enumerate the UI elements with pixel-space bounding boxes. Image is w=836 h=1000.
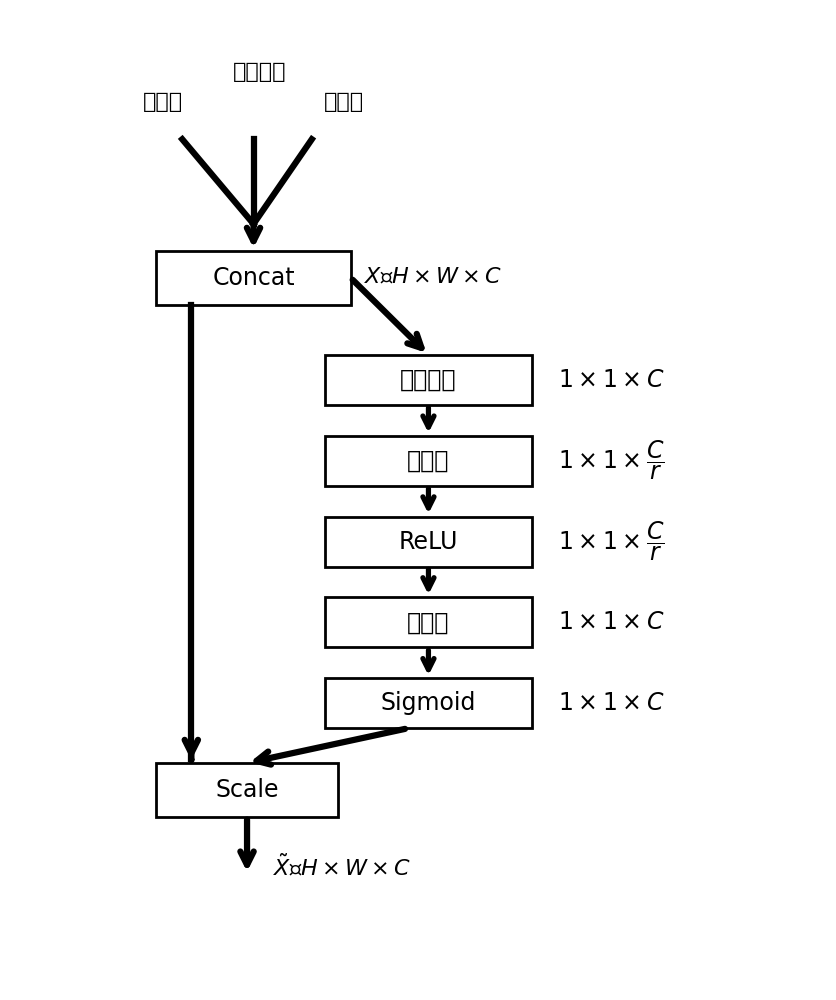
FancyBboxPatch shape [324, 355, 533, 405]
Text: $X$：$H\times W\times C$: $X$：$H\times W\times C$ [364, 268, 502, 288]
Text: 全连接: 全连接 [407, 449, 450, 473]
Text: $1\times1\times\dfrac{C}{r}$: $1\times1\times\dfrac{C}{r}$ [558, 439, 665, 482]
FancyBboxPatch shape [324, 678, 533, 728]
Text: 全连接: 全连接 [407, 610, 450, 634]
Text: $\tilde{X}$：$H\times W\times C$: $\tilde{X}$：$H\times W\times C$ [273, 854, 411, 880]
FancyBboxPatch shape [156, 763, 338, 817]
Text: 融合通道: 融合通道 [233, 62, 287, 82]
Text: 全局池化: 全局池化 [400, 368, 456, 392]
Text: 左通道: 左通道 [143, 92, 183, 112]
FancyBboxPatch shape [156, 251, 351, 305]
FancyBboxPatch shape [324, 436, 533, 486]
Text: $1\times1\times C$: $1\times1\times C$ [558, 610, 665, 634]
FancyBboxPatch shape [324, 597, 533, 647]
FancyBboxPatch shape [324, 517, 533, 567]
Text: $1\times1\times C$: $1\times1\times C$ [558, 368, 665, 392]
Text: ReLU: ReLU [399, 530, 458, 554]
Text: 右通道: 右通道 [324, 92, 364, 112]
Text: Concat: Concat [212, 266, 295, 290]
Text: Sigmoid: Sigmoid [380, 691, 477, 715]
Text: $1\times1\times\dfrac{C}{r}$: $1\times1\times\dfrac{C}{r}$ [558, 520, 665, 563]
Text: Scale: Scale [216, 778, 278, 802]
Text: $1\times1\times C$: $1\times1\times C$ [558, 691, 665, 715]
